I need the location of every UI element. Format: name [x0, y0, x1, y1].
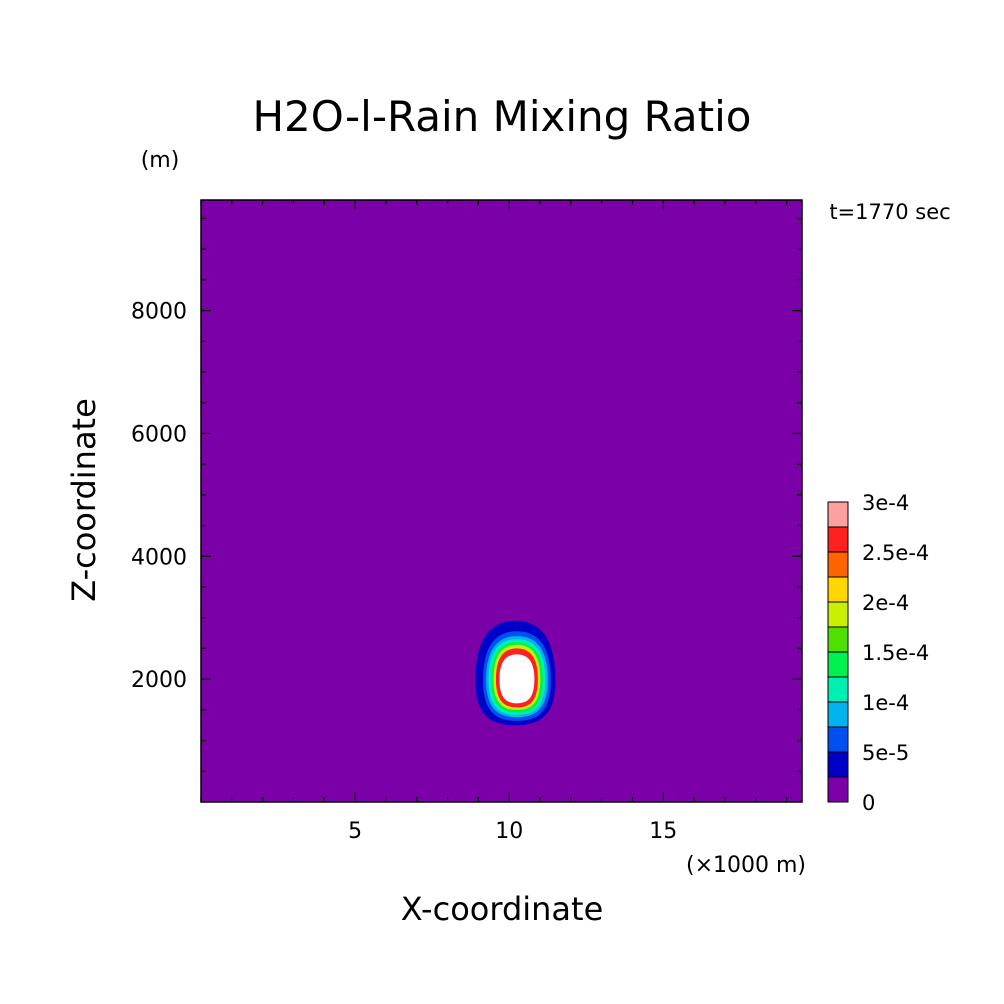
colorbar-swatch: [827, 626, 849, 653]
time-label: t=1770 sec: [829, 200, 950, 224]
colorbar-label: 1e-4: [862, 691, 909, 715]
x-unit-label: (×1000 m): [686, 853, 806, 878]
contour-layer: [475, 620, 556, 726]
colorbar-swatch: [827, 676, 849, 703]
y-tick-label: 6000: [131, 422, 187, 447]
x-axis-label: X-coordinate: [401, 890, 604, 928]
colorbar-swatch: [827, 526, 849, 553]
contour-level-8: [497, 652, 537, 706]
colorbar-swatch: [827, 551, 849, 578]
y-tick-label: 4000: [131, 545, 187, 570]
colorbar-label: 1.5e-4: [862, 641, 929, 665]
colorbar-label: 3e-4: [862, 491, 909, 515]
colorbar-swatch: [827, 651, 849, 678]
colorbar-swatch: [827, 751, 849, 778]
x-tick-label: 10: [495, 819, 523, 844]
colorbar-label: 0: [862, 791, 875, 815]
y-tick-label: 8000: [131, 300, 187, 325]
colorbar-swatch: [827, 601, 849, 628]
y-axis-label: Z-coordinate: [65, 398, 103, 602]
axes-layer: 5 10 15 2000 4000 6000 8000: [131, 199, 803, 844]
colorbar: 0 5e-5 1e-4 1.5e-4 2e-4 2.5e-4 3e-4: [827, 491, 929, 815]
x-tick-label: 5: [348, 819, 362, 844]
colorbar-swatch: [827, 501, 849, 528]
colorbar-swatch: [827, 776, 849, 803]
colorbar-swatch: [827, 726, 849, 753]
y-unit-label: (m): [141, 148, 180, 173]
colorbar-label: 2.5e-4: [862, 541, 929, 565]
x-tick-label: 15: [649, 819, 677, 844]
chart-title: H2O-l-Rain Mixing Ratio: [252, 92, 751, 141]
colorbar-swatch: [827, 701, 849, 728]
y-tick-label: 2000: [131, 668, 187, 693]
colorbar-swatch: [827, 576, 849, 603]
plot-frame: [200, 199, 803, 803]
colorbar-label: 2e-4: [862, 591, 909, 615]
colorbar-label: 5e-5: [862, 741, 909, 765]
